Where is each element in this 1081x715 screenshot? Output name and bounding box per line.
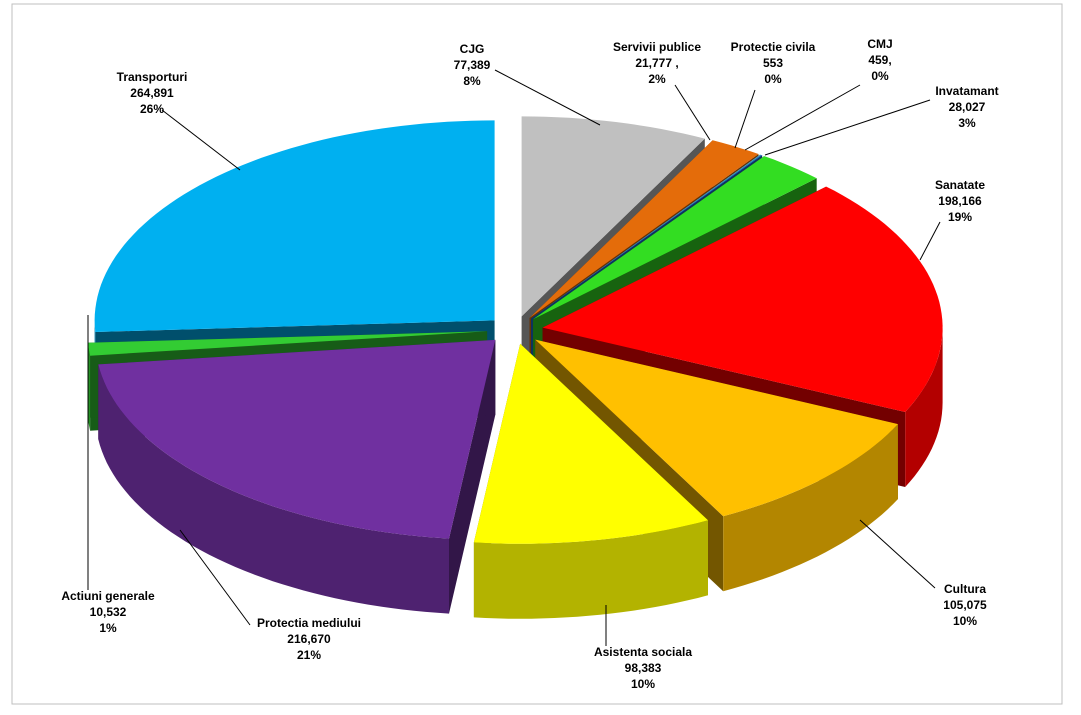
label-name: Protectia mediului (257, 616, 361, 630)
label-value: 77,389 (454, 58, 491, 72)
label-name: Asistenta sociala (594, 645, 692, 659)
pie (87, 116, 943, 619)
label-name: CMJ (867, 37, 892, 51)
label-percent: 10% (953, 614, 977, 628)
label-percent: 3% (958, 116, 976, 130)
labels: CJG 77,389 8% Servivii publice 21,777 , 2% Pro… (61, 37, 998, 691)
slice (531, 154, 762, 319)
slice (98, 339, 496, 539)
leader-line (674, 84, 711, 141)
label-percent: 8% (463, 74, 481, 88)
label-name: Actiuni generale (61, 589, 155, 603)
label-value: 198,166 (938, 194, 982, 208)
slice (529, 140, 759, 318)
leader-line (494, 69, 601, 126)
leader-line (734, 89, 756, 149)
slice (87, 331, 488, 356)
slice (542, 186, 943, 412)
label-name: Protectie civila (731, 40, 816, 54)
slice-wall (473, 520, 708, 619)
slice (531, 155, 763, 319)
label-value: 21,777 , (635, 56, 678, 70)
leader-line (744, 84, 861, 151)
label-value: 459, (868, 53, 891, 67)
leader-line (859, 519, 936, 589)
leader-line (764, 99, 931, 156)
slice-wall (723, 424, 898, 592)
label-name: Sanatate (935, 178, 985, 192)
label-value: 28,027 (949, 100, 986, 114)
label-name: CJG (460, 42, 485, 56)
slice (94, 120, 495, 333)
label-value: 264,891 (130, 86, 174, 100)
label-value: 216,670 (287, 632, 331, 646)
label-percent: 1% (99, 621, 117, 635)
label-name: Invatamant (935, 84, 998, 98)
label-name: Transporturi (117, 70, 188, 84)
label-percent: 10% (631, 677, 655, 691)
leader-line (161, 109, 241, 171)
label-name: Servivii publice (613, 40, 701, 54)
label-percent: 0% (871, 69, 889, 83)
label-name: Cultura (944, 582, 986, 596)
label-percent: 21% (297, 648, 321, 662)
slice (535, 339, 898, 517)
label-value: 98,383 (625, 661, 662, 675)
slice-wall (905, 327, 943, 487)
label-value: 553 (763, 56, 783, 70)
leader-line (179, 529, 251, 626)
slice (533, 156, 817, 320)
label-value: 105,075 (943, 598, 987, 612)
label-percent: 2% (648, 72, 666, 86)
slice (473, 343, 708, 544)
label-value: 10,532 (90, 605, 127, 619)
label-percent: 19% (948, 210, 972, 224)
label-percent: 26% (140, 102, 164, 116)
slice-wall (98, 364, 450, 614)
slice (521, 116, 705, 317)
label-percent: 0% (764, 72, 782, 86)
leader-line (919, 221, 941, 261)
